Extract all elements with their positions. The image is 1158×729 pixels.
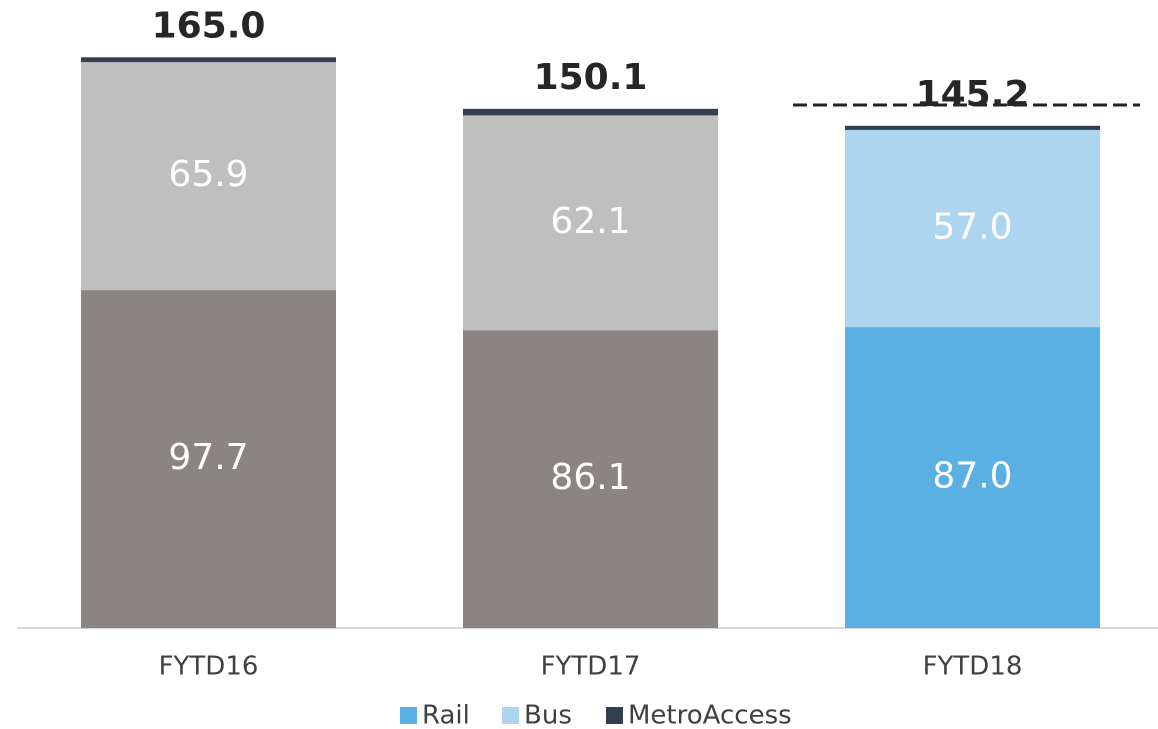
total-label: 145.2 xyxy=(916,74,1030,115)
legend-label: Bus xyxy=(524,701,572,729)
x-tick-label: FYTD18 xyxy=(923,652,1023,682)
x-tick-label: FYTD16 xyxy=(159,652,259,682)
legend-swatch xyxy=(502,707,519,724)
data-label: 65.9 xyxy=(168,154,248,195)
total-label: 165.0 xyxy=(152,5,266,46)
bar-segment xyxy=(463,115,718,331)
data-label: 87.0 xyxy=(932,456,1012,497)
data-label: 97.7 xyxy=(168,437,248,478)
bar-segment xyxy=(81,57,336,63)
x-tick-label: FYTD17 xyxy=(541,652,641,682)
bar-segment xyxy=(845,125,1100,130)
data-label: 86.1 xyxy=(550,457,630,498)
legend-swatch xyxy=(400,707,417,724)
bar-segment xyxy=(845,327,1100,628)
legend-swatch xyxy=(606,707,623,724)
data-label: 57.0 xyxy=(932,207,1012,248)
total-label: 150.1 xyxy=(534,57,648,98)
bar-segment xyxy=(81,290,336,628)
bar-segment xyxy=(845,129,1100,328)
legend-label: Rail xyxy=(422,701,470,729)
bar-segment xyxy=(463,108,718,116)
data-label: 62.1 xyxy=(550,201,630,242)
bar-segment xyxy=(463,330,718,628)
bar-segment xyxy=(81,62,336,291)
legend-label: MetroAccess xyxy=(628,701,792,729)
